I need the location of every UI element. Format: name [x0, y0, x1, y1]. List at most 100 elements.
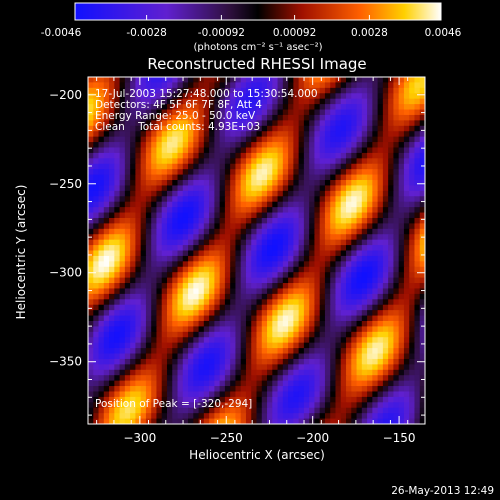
heatmap-cell: [177, 337, 184, 344]
heatmap-cell: [335, 190, 342, 197]
heatmap-cell: [372, 364, 379, 371]
heatmap-cell: [209, 147, 215, 154]
heatmap-cell: [98, 396, 105, 403]
heatmap-cell: [367, 98, 373, 105]
heatmap-cell: [235, 293, 242, 300]
heatmap-cell: [335, 131, 342, 138]
heatmap-cell: [382, 315, 389, 322]
heatmap-cell: [151, 82, 158, 89]
heatmap-cell: [124, 369, 131, 376]
heatmap-cell: [156, 239, 163, 246]
heatmap-cell: [188, 250, 194, 257]
heatmap-cell: [335, 326, 342, 333]
heatmap-cell: [324, 407, 331, 414]
heatmap-cell: [277, 342, 284, 349]
heatmap-cell: [272, 348, 279, 355]
heatmap-cell: [372, 402, 379, 409]
heatmap-cell: [219, 125, 226, 132]
heatmap-cell: [224, 337, 231, 344]
heatmap-cell: [340, 87, 347, 94]
heatmap-cell: [135, 413, 142, 420]
heatmap-cell: [109, 125, 115, 132]
heatmap-cell: [261, 250, 268, 257]
heatmap-cell: [251, 77, 258, 84]
heatmap-cell: [161, 380, 168, 387]
heatmap-cell: [267, 353, 273, 360]
heatmap-cell: [88, 255, 94, 262]
heatmap-cell: [240, 180, 247, 187]
heatmap-cell: [156, 413, 163, 420]
heatmap-cell: [298, 158, 305, 165]
heatmap-cell: [114, 185, 121, 192]
heatmap-cell: [114, 104, 121, 111]
heatmap-cell: [245, 109, 252, 116]
heatmap-cell: [409, 386, 416, 393]
heatmap-cell: [166, 386, 173, 393]
heatmap-cell: [356, 358, 363, 365]
heatmap-cell: [177, 407, 184, 414]
heatmap-cell: [114, 375, 121, 382]
heatmap-cell: [245, 217, 252, 224]
heatmap-cell: [414, 196, 421, 203]
heatmap-cell: [346, 266, 352, 273]
heatmap-cell: [88, 163, 94, 170]
heatmap-cell: [172, 180, 179, 187]
heatmap-cell: [409, 174, 416, 181]
heatmap-cell: [319, 169, 326, 176]
heatmap-cell: [261, 185, 268, 192]
heatmap-cell: [251, 152, 258, 159]
heatmap-cell: [93, 358, 100, 365]
heatmap-cell: [261, 369, 268, 376]
heatmap-cell: [298, 331, 305, 338]
heatmap-cell: [377, 190, 384, 197]
heatmap-cell: [277, 353, 284, 360]
heatmap-cell: [245, 239, 252, 246]
heatmap-cell: [351, 114, 358, 121]
heatmap-cell: [166, 331, 173, 338]
heatmap-cell: [251, 310, 258, 317]
heatmap-cell: [282, 288, 289, 295]
heatmap-cell: [419, 266, 425, 273]
heatmap-cell: [324, 266, 331, 273]
heatmap-cell: [330, 245, 337, 252]
heatmap-cell: [251, 250, 258, 257]
heatmap-cell: [109, 250, 115, 257]
heatmap-cell: [177, 196, 184, 203]
heatmap-cell: [124, 212, 131, 219]
heatmap-cell: [288, 93, 294, 100]
heatmap-cell: [261, 142, 268, 149]
heatmap-cell: [151, 120, 158, 127]
heatmap-cell: [240, 277, 247, 284]
heatmap-cell: [161, 261, 168, 268]
heatmap-cell: [145, 304, 152, 311]
heatmap-cell: [224, 358, 231, 365]
heatmap-cell: [372, 169, 379, 176]
heatmap-cell: [393, 310, 400, 317]
heatmap-cell: [372, 375, 379, 382]
heatmap-cell: [245, 288, 252, 295]
heatmap-cell: [356, 185, 363, 192]
heatmap-cell: [130, 212, 136, 219]
heatmap-cell: [367, 353, 373, 360]
heatmap-cell: [177, 87, 184, 94]
heatmap-cell: [109, 147, 115, 154]
heatmap-cell: [272, 418, 279, 424]
heatmap-cell: [282, 413, 289, 420]
heatmap-cell: [372, 136, 379, 143]
heatmap-cell: [277, 180, 284, 187]
heatmap-cell: [188, 120, 194, 127]
heatmap-cell: [314, 104, 321, 111]
heatmap-cell: [151, 391, 158, 398]
heatmap-cell: [188, 93, 194, 100]
heatmap-cell: [235, 396, 242, 403]
heatmap-cell: [351, 353, 358, 360]
heatmap-cell: [156, 234, 163, 241]
heatmap-cell: [277, 245, 284, 252]
heatmap-cell: [309, 131, 316, 138]
heatmap-cell: [356, 82, 363, 89]
heatmap-cell: [282, 353, 289, 360]
heatmap-cell: [388, 239, 395, 246]
heatmap-cell: [398, 152, 405, 159]
heatmap-cell: [351, 396, 358, 403]
heatmap-cell: [335, 304, 342, 311]
